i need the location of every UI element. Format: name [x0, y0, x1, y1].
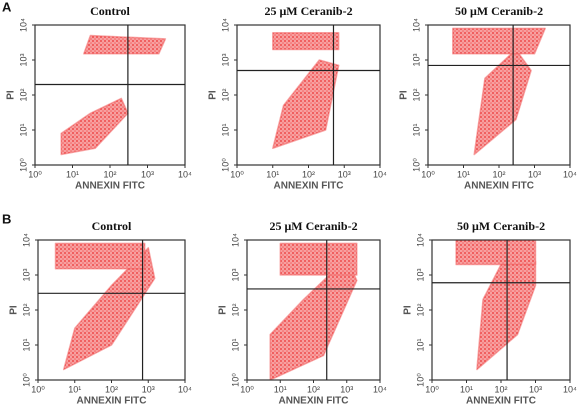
- row-label: A: [2, 0, 12, 14]
- panel: 25 μM Ceranib-2 10⁰ 10¹ 10² 10³ 10⁴ 10⁰ 10¹ 10² 1…: [218, 219, 387, 405]
- y-tick-label: 10⁰: [220, 158, 230, 172]
- y-axis-label: PI: [399, 90, 410, 100]
- x-tick-label: 10³: [142, 384, 155, 394]
- y-tick-label: 10¹: [21, 338, 31, 351]
- y-tick-label: 10⁴: [21, 233, 31, 247]
- y-tick-label: 10³: [230, 268, 240, 281]
- x-tick-label: 10²: [302, 169, 315, 179]
- y-tick-label: 10⁰: [230, 373, 240, 387]
- x-tick-label: 10³: [338, 169, 351, 179]
- x-tick-label: 10⁰: [28, 169, 42, 179]
- y-tick-label: 10²: [220, 88, 230, 101]
- x-axis-label: ANNEXIN FITC: [466, 396, 536, 405]
- panel-title: 25 μM Ceranib-2: [269, 219, 357, 233]
- x-axis-label: ANNEXIN FITC: [75, 181, 145, 192]
- x-tick-label: 10¹: [457, 169, 470, 179]
- x-axis-label: ANNEXIN FITC: [274, 181, 344, 192]
- x-axis-label: ANNEXIN FITC: [464, 181, 534, 192]
- y-axis-label: PI: [403, 305, 414, 315]
- x-tick-label: 10²: [307, 384, 320, 394]
- row-label: B: [2, 211, 11, 226]
- y-tick-label: 10³: [21, 268, 31, 281]
- y-tick-label: 10⁴: [18, 18, 28, 32]
- y-tick-label: 10⁰: [411, 158, 421, 172]
- x-tick-label: 10³: [141, 169, 154, 179]
- x-tick-label: 10⁴: [373, 169, 387, 179]
- y-tick-label: 10²: [411, 88, 421, 101]
- x-tick-label: 10⁴: [373, 384, 387, 394]
- panel: Control 10⁰ 10¹ 10² 10³ 10⁴ 10⁰ 10¹ 10² 10³ 10⁴ ANN…: [9, 219, 192, 405]
- panel: 25 μM Ceranib-2 10⁰ 10¹ 10² 10³ 10⁴ 10⁰ 10¹ 10² 1…: [208, 4, 387, 192]
- y-tick-label: 10¹: [230, 338, 240, 351]
- point-cloud: [62, 247, 156, 371]
- x-tick-label: 10³: [529, 384, 542, 394]
- y-tick-label: 10¹: [411, 123, 421, 136]
- y-tick-label: 10²: [230, 303, 240, 316]
- y-axis-label: PI: [218, 305, 229, 315]
- panel-title: Control: [92, 219, 132, 233]
- y-tick-label: 10⁴: [230, 233, 240, 247]
- y-tick-label: 10²: [415, 303, 425, 316]
- x-tick-label: 10⁴: [178, 169, 192, 179]
- point-cloud: [455, 240, 537, 266]
- point-cloud: [269, 257, 358, 380]
- y-tick-label: 10³: [411, 53, 421, 66]
- point-cloud: [476, 260, 537, 371]
- x-tick-label: 10²: [105, 384, 118, 394]
- panel: 50 μM Ceranib-2 10⁰ 10¹ 10² 10³ 10⁴ 10⁰ 10¹ 10² 1…: [399, 4, 577, 192]
- y-tick-label: 10³: [18, 53, 28, 66]
- y-tick-label: 10¹: [220, 123, 230, 136]
- point-cloud: [272, 32, 340, 51]
- y-tick-label: 10⁰: [21, 373, 31, 387]
- point-cloud: [473, 48, 532, 156]
- x-tick-label: 10¹: [66, 169, 79, 179]
- x-tick-label: 10¹: [460, 384, 473, 394]
- y-tick-label: 10⁴: [411, 18, 421, 32]
- panel-title: 50 μM Ceranib-2: [457, 219, 545, 233]
- y-tick-label: 10²: [18, 88, 28, 101]
- x-tick-label: 10⁴: [563, 384, 577, 394]
- y-tick-label: 10¹: [415, 338, 425, 351]
- y-tick-label: 10²: [21, 303, 31, 316]
- x-tick-label: 10²: [494, 384, 507, 394]
- y-axis-label: PI: [208, 90, 219, 100]
- y-tick-label: 10³: [415, 268, 425, 281]
- x-tick-label: 10²: [492, 169, 505, 179]
- y-axis-label: PI: [6, 90, 17, 100]
- panel: 50 μM Ceranib-2 10⁰ 10¹ 10² 10³ 10⁴ 10⁰ 10¹ 10² 1…: [403, 219, 577, 405]
- y-tick-label: 10⁰: [415, 373, 425, 387]
- point-cloud: [452, 27, 546, 55]
- y-tick-label: 10⁰: [18, 158, 28, 172]
- x-tick-label: 10⁴: [563, 169, 577, 179]
- x-tick-label: 10¹: [274, 384, 287, 394]
- x-tick-label: 10⁴: [178, 384, 192, 394]
- y-tick-label: 10⁴: [415, 233, 425, 247]
- panel-title: Control: [90, 4, 130, 18]
- point-cloud: [279, 242, 358, 276]
- x-tick-label: 10²: [103, 169, 116, 179]
- x-tick-label: 10⁰: [421, 169, 435, 179]
- x-tick-label: 10³: [528, 169, 541, 179]
- y-axis-label: PI: [9, 305, 20, 315]
- x-tick-label: 10⁰: [31, 384, 45, 394]
- x-axis-label: ANNEXIN FITC: [77, 396, 147, 405]
- x-tick-label: 10⁰: [425, 384, 439, 394]
- y-tick-label: 10¹: [18, 123, 28, 136]
- x-tick-label: 10¹: [266, 169, 279, 179]
- x-tick-label: 10⁰: [230, 169, 244, 179]
- y-tick-label: 10⁴: [220, 18, 230, 32]
- panel-title: 25 μM Ceranib-2: [264, 4, 352, 18]
- panel: Control 10⁰ 10¹ 10² 10³ 10⁴ 10⁰ 10¹ 10² 10³ 10⁴ ANN…: [6, 4, 192, 192]
- x-tick-label: 10³: [340, 384, 353, 394]
- point-cloud: [272, 59, 340, 150]
- x-tick-label: 10⁰: [240, 384, 254, 394]
- point-cloud: [54, 242, 146, 270]
- x-tick-label: 10¹: [68, 384, 81, 394]
- panel-title: 50 μM Ceranib-2: [455, 4, 543, 18]
- point-cloud: [60, 97, 129, 156]
- x-axis-label: ANNEXIN FITC: [279, 396, 349, 405]
- point-cloud: [83, 34, 167, 55]
- y-tick-label: 10³: [220, 53, 230, 66]
